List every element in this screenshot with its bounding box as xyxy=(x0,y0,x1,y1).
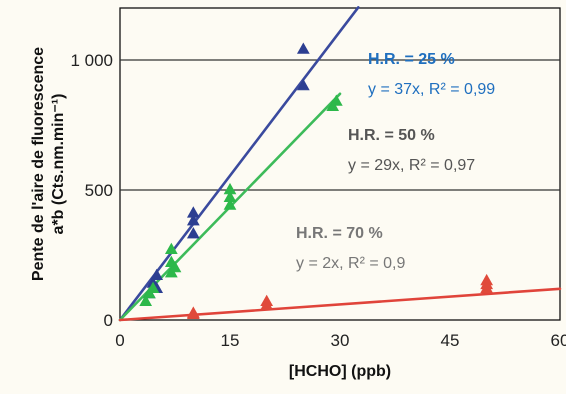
annotation-50-equation: y = 29x, R² = 0,97 xyxy=(348,157,475,174)
point-series-1 xyxy=(223,182,237,195)
point-series-1 xyxy=(223,190,237,202)
annotation-70-label: H.R. = 70 % xyxy=(296,225,383,242)
y-tick-label: 1 000 xyxy=(70,51,113,70)
y-axis-title-line1: Pente de l'aire de fluorescence xyxy=(30,47,47,281)
y-tick-label: 0 xyxy=(104,311,113,330)
point-series-1 xyxy=(168,260,182,273)
y-tick-label: 500 xyxy=(85,181,113,200)
annotation-70-equation: y = 2x, R² = 0,9 xyxy=(296,255,405,272)
x-axis-title: [HCHO] (ppb) xyxy=(289,363,391,380)
x-tick-label: 60 xyxy=(551,331,566,350)
point-series-1 xyxy=(329,94,343,106)
annotation-50-label: H.R. = 50 % xyxy=(348,127,435,144)
annotation-25-equation: y = 37x, R² = 0,99 xyxy=(368,81,495,98)
point-series-1 xyxy=(146,281,160,293)
point-series-2 xyxy=(186,306,200,318)
fit-line-series-0 xyxy=(118,6,360,322)
x-tick-label: 45 xyxy=(441,331,460,350)
point-series-0 xyxy=(150,268,164,280)
plot-area xyxy=(119,7,561,321)
grid-lines xyxy=(120,59,560,191)
point-series-1 xyxy=(164,242,178,254)
point-series-0 xyxy=(296,78,310,91)
x-tick-label: 15 xyxy=(221,331,240,350)
point-series-2 xyxy=(260,294,274,306)
point-series-2 xyxy=(480,273,494,286)
x-tick-label: 0 xyxy=(115,331,124,350)
y-axis-title-line2: a*b (Cts.nm.min⁻¹) xyxy=(50,94,67,235)
data-points xyxy=(139,42,494,319)
point-series-1 xyxy=(139,294,153,306)
point-series-1 xyxy=(223,198,237,210)
x-tick-label: 30 xyxy=(331,331,350,350)
point-series-0 xyxy=(186,206,200,218)
point-series-0 xyxy=(296,42,310,54)
annotation-25-label: H.R. = 25 % xyxy=(368,51,455,68)
tick-labels: 0 15 30 45 60 0 500 1 000 xyxy=(70,51,566,350)
point-series-0 xyxy=(186,227,200,239)
point-series-0 xyxy=(186,214,200,226)
